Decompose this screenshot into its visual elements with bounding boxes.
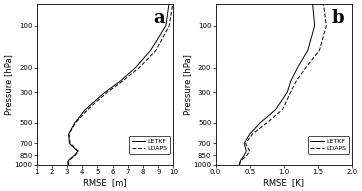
LETKF bbox=[66, 161, 70, 163]
LDAPS bbox=[243, 142, 248, 144]
LDAPS bbox=[238, 161, 242, 163]
LETKF bbox=[72, 122, 77, 124]
LETKF bbox=[167, 3, 171, 5]
LDAPS bbox=[289, 91, 293, 93]
LDAPS bbox=[76, 150, 81, 153]
Text: a: a bbox=[153, 9, 165, 27]
LDAPS bbox=[250, 133, 254, 135]
LETKF bbox=[274, 108, 278, 111]
LDAPS bbox=[248, 150, 252, 153]
LDAPS bbox=[294, 80, 298, 82]
LETKF bbox=[83, 108, 88, 111]
LETKF bbox=[242, 154, 247, 156]
LETKF bbox=[306, 49, 310, 51]
LDAPS bbox=[171, 3, 175, 5]
LETKF bbox=[103, 91, 107, 93]
LDAPS bbox=[321, 3, 326, 5]
Line: LETKF: LETKF bbox=[239, 4, 315, 165]
LDAPS bbox=[245, 154, 249, 156]
Text: b: b bbox=[332, 9, 344, 27]
Line: LDAPS: LDAPS bbox=[69, 4, 173, 165]
LDAPS bbox=[73, 154, 77, 156]
LETKF bbox=[118, 80, 122, 82]
LDAPS bbox=[68, 142, 72, 144]
LDAPS bbox=[121, 80, 125, 82]
LETKF bbox=[289, 80, 293, 82]
LETKF bbox=[248, 133, 252, 135]
LETKF bbox=[66, 164, 70, 166]
LETKF bbox=[67, 142, 72, 144]
LDAPS bbox=[317, 49, 321, 51]
Line: LDAPS: LDAPS bbox=[239, 4, 326, 165]
LETKF bbox=[67, 133, 71, 135]
LDAPS bbox=[85, 108, 90, 111]
LDAPS bbox=[67, 161, 71, 163]
LDAPS bbox=[67, 133, 71, 135]
LDAPS bbox=[105, 91, 110, 93]
LDAPS bbox=[137, 66, 142, 69]
LETKF bbox=[258, 122, 262, 124]
LETKF bbox=[238, 161, 242, 163]
LETKF bbox=[164, 25, 168, 27]
LDAPS bbox=[73, 122, 77, 124]
X-axis label: RMSE  [K]: RMSE [K] bbox=[264, 178, 304, 187]
LETKF bbox=[148, 49, 153, 51]
X-axis label: RMSE  [m]: RMSE [m] bbox=[83, 178, 127, 187]
LDAPS bbox=[67, 159, 72, 161]
LETKF bbox=[242, 142, 247, 144]
Legend: LETKF, LDAPS: LETKF, LDAPS bbox=[308, 136, 349, 154]
LDAPS bbox=[324, 25, 328, 27]
LETKF bbox=[239, 159, 243, 161]
LDAPS bbox=[167, 25, 171, 27]
LETKF bbox=[311, 3, 315, 5]
LDAPS bbox=[67, 164, 71, 166]
LDAPS bbox=[280, 108, 285, 111]
Y-axis label: Pressure [hPa]: Pressure [hPa] bbox=[4, 54, 13, 115]
LETKF bbox=[133, 66, 138, 69]
LDAPS bbox=[239, 159, 244, 161]
Legend: LETKF, LDAPS: LETKF, LDAPS bbox=[129, 136, 171, 154]
LETKF bbox=[237, 164, 241, 166]
LETKF bbox=[76, 150, 80, 153]
Line: LETKF: LETKF bbox=[68, 4, 169, 165]
LDAPS bbox=[154, 49, 158, 51]
LDAPS bbox=[237, 164, 241, 166]
LDAPS bbox=[265, 122, 269, 124]
LETKF bbox=[72, 154, 77, 156]
LETKF bbox=[67, 159, 71, 161]
Y-axis label: Pressure [hPa]: Pressure [hPa] bbox=[183, 54, 192, 115]
LETKF bbox=[244, 150, 248, 153]
LETKF bbox=[312, 25, 317, 27]
LDAPS bbox=[304, 66, 308, 69]
LETKF bbox=[285, 91, 290, 93]
LETKF bbox=[295, 66, 300, 69]
